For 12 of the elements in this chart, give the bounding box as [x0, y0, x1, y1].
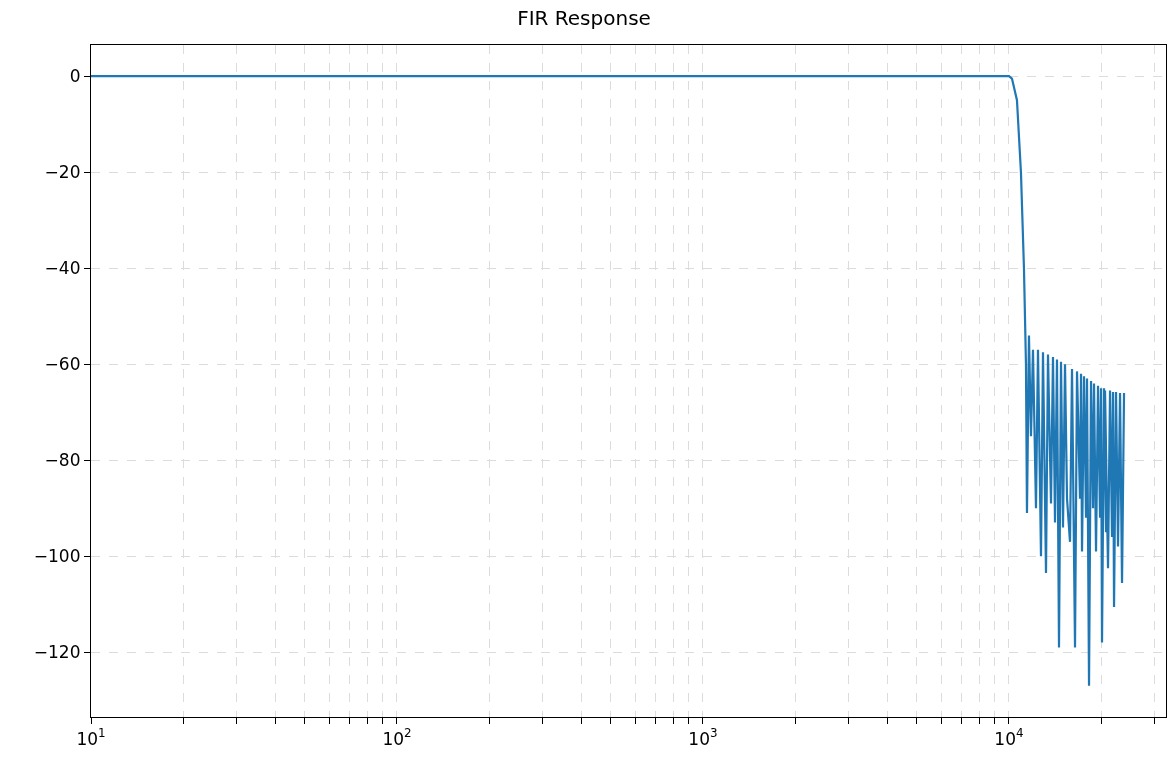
- x-tick-label: 10$^{2}$: [382, 726, 412, 749]
- y-tick-label: −60: [44, 354, 81, 375]
- x-tick-label: 10$^{1}$: [76, 726, 106, 749]
- y-tick-label: −20: [44, 162, 81, 183]
- y-tick-label: 0: [69, 66, 81, 87]
- x-tick-label: 10$^{4}$: [994, 726, 1024, 749]
- x-tick-label: 10$^{3}$: [688, 726, 718, 749]
- chart-title: FIR Response: [517, 6, 651, 31]
- y-tick-label: −40: [44, 258, 81, 279]
- y-tick-label: −120: [33, 642, 81, 663]
- y-tick-label: −100: [33, 546, 81, 567]
- y-tick-label: −80: [44, 450, 81, 471]
